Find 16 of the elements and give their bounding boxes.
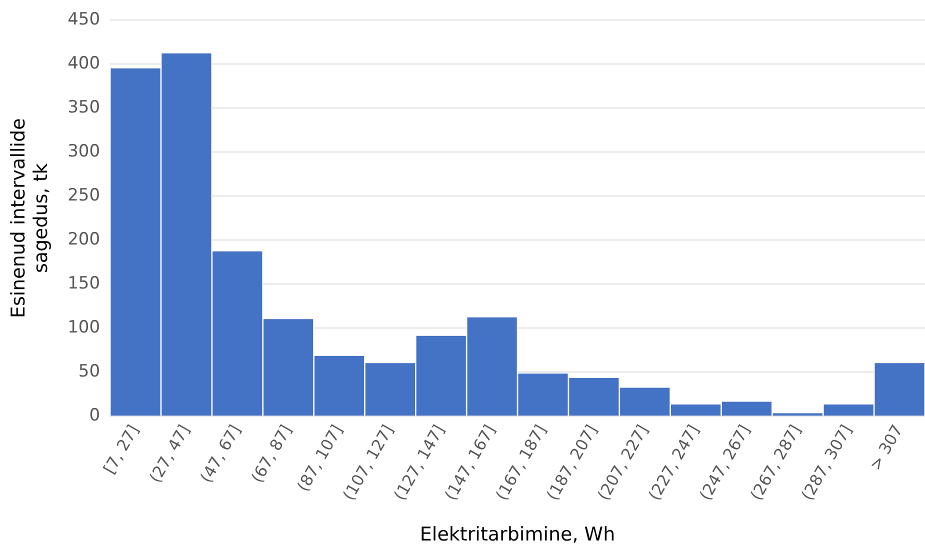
y-tick-label: 450	[68, 10, 100, 30]
y-axis-title: Esinenud intervallide sagedus, tk	[7, 118, 52, 318]
y-tick-label: 400	[68, 54, 100, 74]
x-tick-label: (27, 47]	[145, 421, 194, 486]
x-tick-label: (67, 87]	[247, 421, 296, 486]
y-tick-label: 250	[68, 186, 100, 206]
y-tick-label: 100	[68, 318, 100, 338]
y-tick-label: 300	[68, 142, 100, 162]
y-tick-label: 200	[68, 230, 100, 250]
y-tick-label: 150	[68, 274, 100, 294]
y-tick-label: 0	[89, 406, 100, 426]
y-tick-label: 350	[68, 98, 100, 118]
y-tick-label: 50	[78, 362, 100, 382]
x-tick-label: [7, 27]	[100, 421, 143, 478]
x-tick-label: (47, 67]	[196, 421, 244, 486]
x-axis-title: Elektritarbimine, Wh	[420, 524, 616, 546]
